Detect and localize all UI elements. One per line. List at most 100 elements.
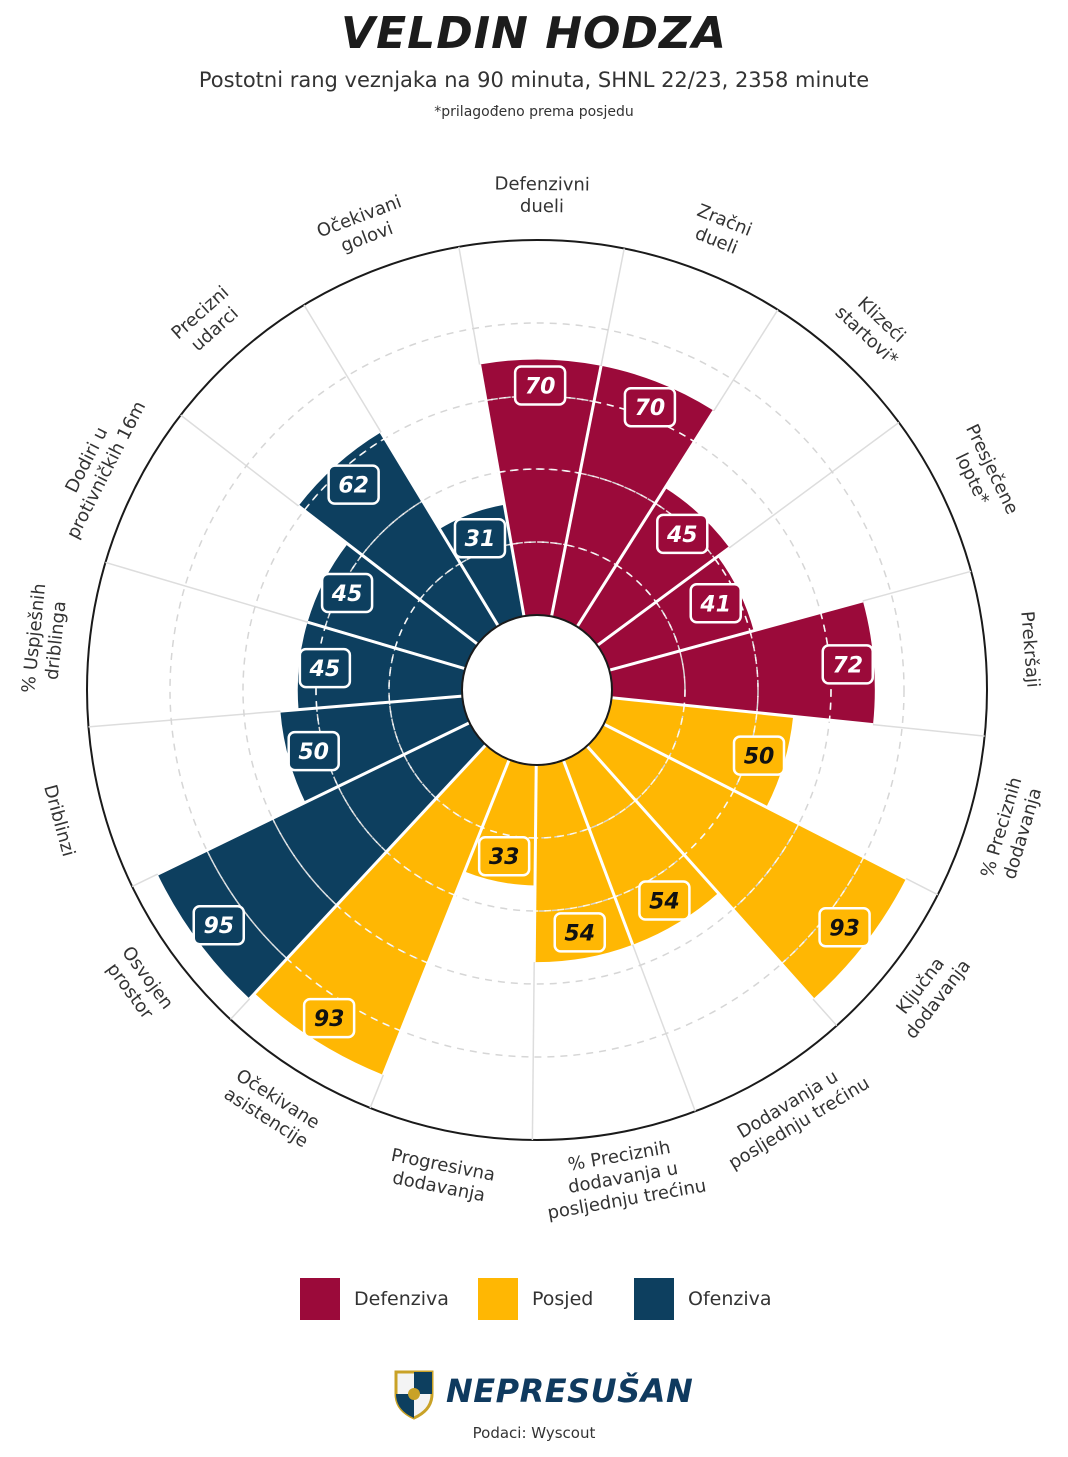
gridline-circle	[169, 322, 905, 1058]
gridline-arc	[388, 647, 396, 703]
bar-12	[280, 696, 470, 803]
gridline-arc	[337, 786, 387, 853]
bar-separator	[478, 364, 526, 617]
gridline-arc	[385, 851, 456, 896]
bar-separator	[596, 546, 731, 647]
gridline-arc	[435, 797, 483, 829]
bar-separator	[379, 431, 500, 627]
gridline-arc	[683, 790, 735, 856]
shield-logo-icon	[394, 1370, 434, 1420]
legend-swatch-defenziva	[300, 1278, 340, 1320]
gridline-arc	[635, 756, 670, 801]
bar-0	[479, 359, 602, 617]
category-label-9: Progresivnadodavanja	[385, 1145, 497, 1208]
value-label: 62	[338, 474, 369, 499]
value-label: 93	[829, 916, 860, 941]
value-label: 41	[699, 592, 731, 617]
legend-swatch-posjed	[478, 1278, 518, 1320]
chart-subtitle: Postotni rang veznjaka na 90 minuta, SHN…	[198, 68, 870, 92]
legend: Defenziva Posjed Ofenziva	[300, 1276, 780, 1322]
bar-separator	[550, 365, 603, 617]
gridline-arc	[749, 631, 759, 713]
category-label-4: Prekršaji	[1016, 610, 1043, 688]
gridline-arc	[511, 541, 566, 546]
value-badge-2: 45	[656, 513, 709, 555]
value-badge-3: 41	[689, 583, 742, 624]
legend-item-defenziva: Defenziva	[300, 1276, 449, 1322]
bar-5	[603, 697, 794, 808]
legend-label-defenziva: Defenziva	[354, 1288, 449, 1310]
value-badge-15: 62	[327, 464, 380, 505]
data-source: Podaci: Wyscout	[472, 1424, 596, 1442]
gridline-arc	[732, 823, 800, 910]
bar-separator	[248, 743, 488, 1000]
value-label: 50	[744, 745, 775, 770]
value-label: 72	[832, 653, 863, 678]
value-badge-11: 95	[192, 904, 246, 946]
value-badge-7: 54	[638, 880, 691, 921]
gridline-arc	[336, 904, 429, 964]
bar-separator	[381, 759, 511, 1076]
legend-label-posjed: Posjed	[532, 1288, 594, 1310]
value-label: 70	[525, 375, 556, 400]
value-badge-10: 93	[302, 997, 356, 1039]
gridline-arc	[388, 702, 405, 755]
value-badge-9: 33	[477, 835, 531, 877]
brand-logo-text: NEPRESUŠAN	[446, 1372, 694, 1410]
category-label-15: Precizniudarci	[167, 282, 247, 360]
gridline-arc	[394, 599, 421, 649]
gridline-arc	[655, 601, 681, 652]
value-label: 93	[314, 1007, 345, 1032]
category-label-12: Driblinzi	[39, 782, 79, 858]
category-label-8: % Preciznihdodavanja uposljednju trećinu	[538, 1132, 708, 1224]
gridline-arc	[403, 754, 437, 799]
gridline-arc	[419, 562, 461, 601]
value-badge-0: 70	[513, 365, 567, 406]
value-label: 31	[465, 527, 496, 552]
bar-separator	[307, 620, 466, 671]
bar-separator	[585, 744, 815, 1001]
category-label-3: Presječenelopte*	[941, 421, 1022, 528]
gridline-arc	[534, 896, 615, 912]
gridline-arc	[271, 818, 338, 906]
bar-separator	[532, 764, 538, 963]
category-label-1: Zračnidueli	[686, 200, 755, 261]
value-badge-14: 45	[320, 572, 374, 614]
value-badge-5: 50	[732, 735, 786, 776]
gridline-arc	[481, 826, 536, 839]
value-badge-4: 72	[821, 644, 874, 685]
bar-separator	[280, 694, 463, 713]
value-badge-8: 54	[553, 912, 606, 953]
chart-note: *prilagođeno prema posjedu	[434, 104, 634, 120]
gridline-arc	[588, 799, 637, 830]
bar-separator	[575, 410, 716, 628]
gridline-arc	[361, 500, 423, 556]
category-label-5: % Preciznihdodavanja	[977, 775, 1048, 887]
value-badge-16: 31	[453, 517, 507, 559]
gridline-arc	[614, 854, 685, 898]
value-label: 54	[649, 890, 680, 915]
value-label: 70	[635, 396, 666, 421]
value-label: 45	[309, 657, 341, 682]
value-label: 45	[666, 523, 698, 548]
bar-separator	[156, 721, 471, 876]
value-badge-1: 70	[623, 386, 677, 428]
bar-1	[551, 365, 714, 627]
legend-label-ofenziva: Ofenziva	[688, 1288, 772, 1310]
value-label: 50	[298, 740, 329, 765]
gridline-arc	[498, 468, 580, 474]
bar-8	[534, 760, 633, 963]
category-label-13: % Uspješnihdriblinga	[18, 582, 72, 696]
value-label: 95	[203, 914, 234, 939]
gridline-arc	[679, 650, 686, 706]
value-badge-13: 45	[298, 647, 352, 689]
value-label: 33	[489, 845, 520, 870]
value-label: 45	[331, 582, 363, 607]
category-label-11: Osvojenprostor	[100, 943, 178, 1027]
legend-item-posjed: Posjed	[478, 1276, 593, 1322]
value-label: 54	[564, 921, 595, 946]
bar-separator	[603, 722, 907, 880]
gridline-arc	[668, 705, 685, 758]
gridline-arc	[579, 472, 656, 504]
value-badge-12: 50	[287, 730, 340, 772]
